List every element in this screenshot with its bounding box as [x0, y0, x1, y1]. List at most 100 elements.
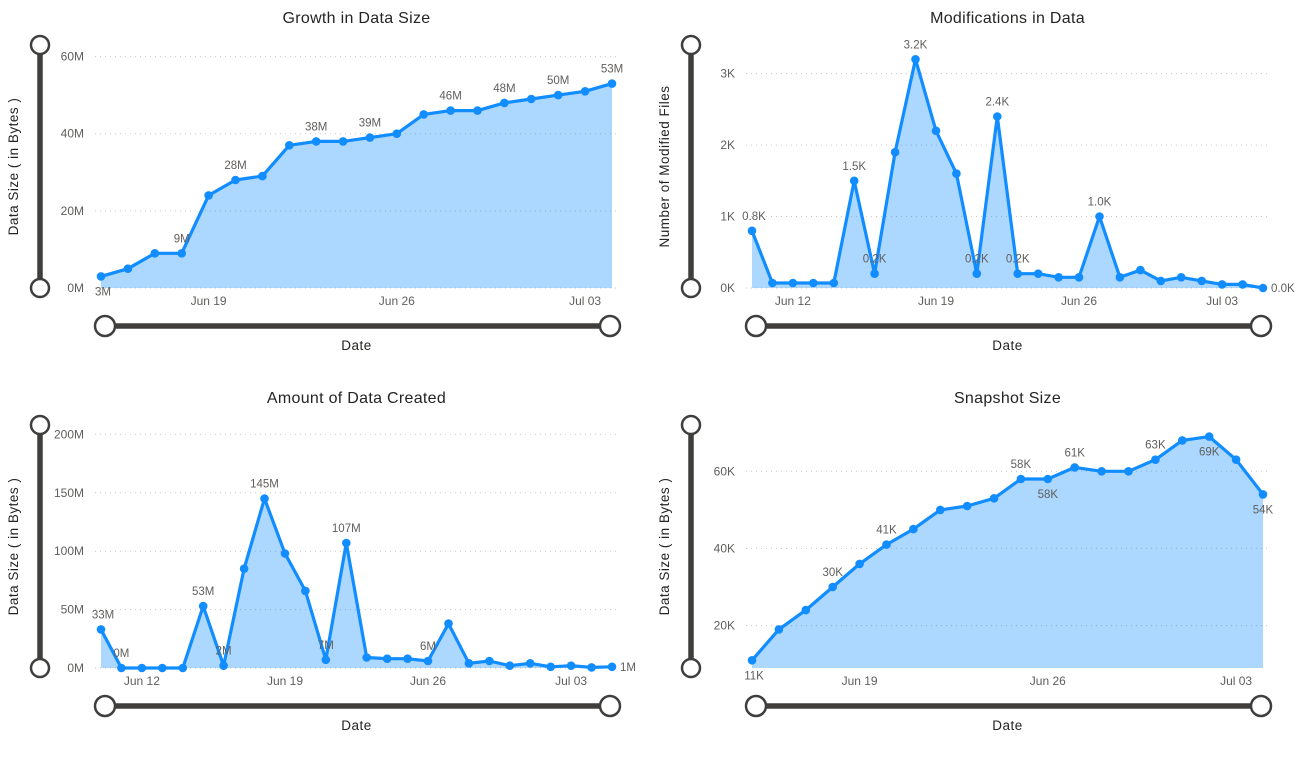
- data-point[interactable]: [1156, 276, 1166, 286]
- data-point[interactable]: [972, 269, 982, 279]
- data-point[interactable]: [1231, 455, 1241, 464]
- slider-handle[interactable]: [29, 34, 51, 56]
- data-point[interactable]: [137, 663, 147, 673]
- data-point[interactable]: [219, 661, 228, 670]
- data-point[interactable]: [936, 505, 945, 515]
- data-point[interactable]: [365, 133, 375, 142]
- data-point[interactable]: [1217, 280, 1227, 289]
- data-point[interactable]: [747, 656, 757, 665]
- data-point[interactable]: [1176, 273, 1186, 282]
- data-point[interactable]: [911, 55, 920, 64]
- data-point[interactable]: [198, 601, 208, 611]
- slider-handle[interactable]: [744, 694, 768, 718]
- data-point[interactable]: [1197, 276, 1206, 286]
- slider-handle[interactable]: [29, 657, 51, 679]
- data-point[interactable]: [403, 654, 412, 663]
- data-point[interactable]: [1258, 283, 1268, 293]
- slider-handle[interactable]: [93, 694, 117, 718]
- data-point[interactable]: [1013, 269, 1022, 279]
- data-point[interactable]: [829, 278, 839, 288]
- data-point[interactable]: [1074, 273, 1084, 282]
- data-point[interactable]: [809, 278, 818, 288]
- data-point[interactable]: [989, 494, 999, 503]
- data-point[interactable]: [553, 90, 563, 100]
- data-point[interactable]: [1151, 455, 1160, 464]
- slider-handle[interactable]: [680, 277, 702, 299]
- data-point[interactable]: [1054, 273, 1063, 282]
- data-point[interactable]: [890, 147, 900, 157]
- data-point[interactable]: [580, 87, 590, 96]
- data-point[interactable]: [1136, 265, 1145, 275]
- data-point[interactable]: [1124, 467, 1133, 476]
- data-point[interactable]: [485, 656, 494, 666]
- data-point[interactable]: [150, 249, 160, 258]
- data-point[interactable]: [993, 112, 1002, 121]
- data-point[interactable]: [546, 662, 555, 672]
- data-point[interactable]: [1178, 436, 1187, 445]
- slider-handle[interactable]: [1249, 314, 1273, 338]
- data-point[interactable]: [849, 176, 859, 186]
- slider-handle[interactable]: [598, 694, 622, 718]
- data-point[interactable]: [774, 625, 784, 634]
- data-point[interactable]: [952, 169, 961, 178]
- data-point[interactable]: [96, 272, 106, 281]
- data-point[interactable]: [1016, 474, 1026, 484]
- data-point[interactable]: [321, 655, 331, 665]
- data-point[interactable]: [362, 653, 372, 662]
- data-point[interactable]: [607, 79, 617, 88]
- data-point[interactable]: [1115, 273, 1125, 282]
- data-point[interactable]: [607, 662, 617, 672]
- data-point[interactable]: [931, 126, 941, 136]
- data-point[interactable]: [342, 538, 351, 548]
- data-point[interactable]: [768, 278, 777, 288]
- slider-handle[interactable]: [29, 277, 51, 299]
- data-point[interactable]: [747, 226, 757, 236]
- data-point[interactable]: [311, 137, 321, 146]
- data-point[interactable]: [500, 98, 509, 108]
- data-point[interactable]: [419, 110, 429, 119]
- data-point[interactable]: [909, 524, 918, 534]
- data-point[interactable]: [505, 661, 515, 670]
- data-point[interactable]: [258, 171, 267, 181]
- data-point[interactable]: [1238, 280, 1247, 289]
- data-point[interactable]: [117, 663, 126, 673]
- data-point[interactable]: [788, 278, 798, 288]
- data-point[interactable]: [1258, 490, 1268, 499]
- data-point[interactable]: [587, 663, 596, 672]
- data-point[interactable]: [239, 564, 249, 573]
- data-point[interactable]: [204, 191, 213, 200]
- slider-handle[interactable]: [680, 414, 702, 436]
- data-point[interactable]: [870, 269, 879, 279]
- slider-handle[interactable]: [680, 34, 702, 56]
- data-point[interactable]: [177, 249, 186, 258]
- data-point[interactable]: [801, 605, 811, 615]
- data-point[interactable]: [464, 659, 474, 668]
- slider-handle[interactable]: [1249, 694, 1273, 718]
- data-point[interactable]: [260, 494, 269, 503]
- data-point[interactable]: [178, 663, 188, 673]
- data-point[interactable]: [285, 141, 294, 150]
- data-point[interactable]: [525, 659, 535, 668]
- data-point[interactable]: [96, 625, 106, 634]
- data-point[interactable]: [1204, 432, 1214, 441]
- data-point[interactable]: [1070, 463, 1079, 472]
- data-point[interactable]: [446, 106, 455, 115]
- data-point[interactable]: [231, 175, 240, 185]
- data-point[interactable]: [566, 661, 576, 670]
- data-point[interactable]: [301, 586, 310, 596]
- data-point[interactable]: [882, 540, 891, 549]
- data-point[interactable]: [423, 656, 433, 666]
- data-point[interactable]: [473, 106, 482, 115]
- slider-handle[interactable]: [680, 657, 702, 679]
- data-point[interactable]: [392, 129, 402, 138]
- data-point[interactable]: [1043, 474, 1053, 484]
- slider-handle[interactable]: [93, 314, 117, 338]
- data-point[interactable]: [158, 663, 167, 673]
- data-point[interactable]: [527, 94, 536, 104]
- data-point[interactable]: [338, 137, 348, 146]
- data-point[interactable]: [280, 549, 290, 558]
- data-point[interactable]: [1095, 212, 1104, 221]
- data-point[interactable]: [1097, 467, 1106, 476]
- data-point[interactable]: [855, 559, 864, 569]
- data-point[interactable]: [444, 619, 453, 628]
